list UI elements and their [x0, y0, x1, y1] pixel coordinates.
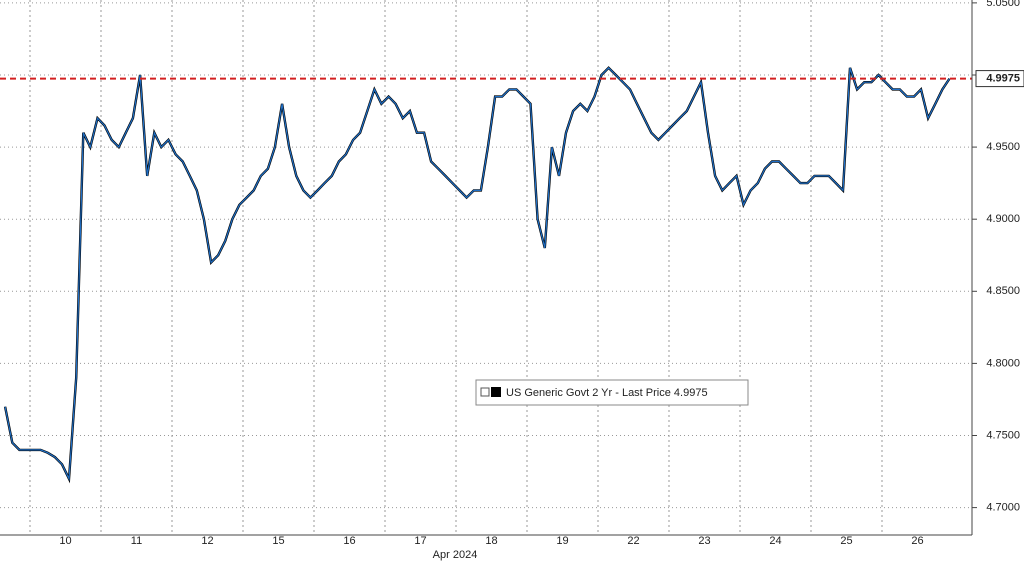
last-price-label: 4.9975: [986, 72, 1020, 84]
y-tick-label: 4.9000: [986, 213, 1020, 225]
y-tick-label: 5.0500: [986, 0, 1020, 9]
x-tick-label: 10: [59, 535, 71, 547]
y-tick-label: 4.8000: [986, 357, 1020, 369]
legend: US Generic Govt 2 Yr - Last Price 4.9975: [475, 379, 749, 406]
x-tick-label: 12: [201, 535, 213, 547]
y-tick-label: 4.7000: [986, 502, 1020, 514]
x-axis-label: Apr 2024: [433, 549, 478, 561]
y-tick-label: 4.9500: [986, 141, 1020, 153]
price-line: [4, 66, 951, 482]
x-tick-label: 26: [911, 535, 923, 547]
y-tick-label: 4.8500: [986, 285, 1020, 297]
x-tick-label: 18: [485, 535, 497, 547]
legend-icon: [480, 387, 490, 397]
x-tick-label: 23: [698, 535, 710, 547]
last-price-box: [975, 70, 1024, 88]
legend-label: US Generic Govt 2 Yr - Last Price 4.9975: [506, 387, 708, 399]
legend-box: [475, 379, 749, 406]
x-tick-label: 22: [627, 535, 639, 547]
y-tick-label: 4.7500: [986, 429, 1020, 441]
x-tick-label: 11: [131, 535, 142, 547]
grid: [0, 0, 972, 535]
plot-area: [0, 66, 972, 484]
x-tick-label: 15: [272, 535, 284, 547]
x-tick-label: 16: [343, 535, 355, 547]
legend-swatch: [491, 387, 501, 397]
price-line-shadow: [3, 66, 951, 484]
x-tick-label: 24: [769, 535, 781, 547]
x-tick-label: 17: [414, 535, 426, 547]
x-tick-label: 25: [840, 535, 852, 547]
x-tick-label: 19: [556, 535, 568, 547]
